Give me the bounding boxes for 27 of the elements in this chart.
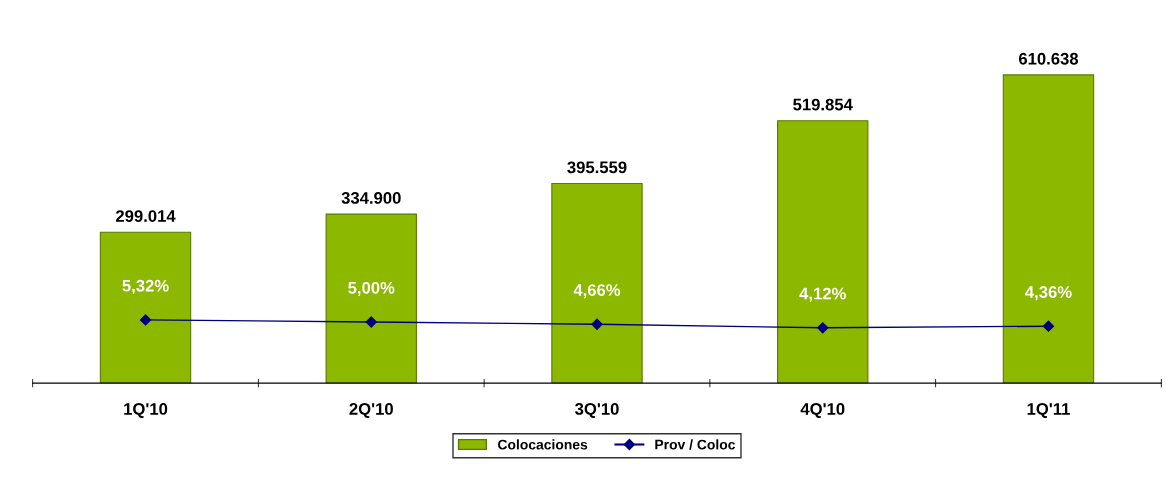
point — [817, 322, 829, 334]
bar — [325, 213, 417, 384]
data-label: 4,12% — [799, 287, 846, 302]
x-tick-label: 1Q'11 — [1027, 403, 1070, 418]
data-label: 4,36% — [1025, 286, 1072, 301]
point — [365, 316, 377, 328]
data-label: 334.900 — [341, 192, 401, 204]
data-label: 299.014 — [115, 210, 176, 222]
point — [1042, 320, 1055, 332]
data-label: 519.854 — [793, 98, 853, 111]
data-label: 4,66% — [573, 284, 621, 299]
data-label: 610.638 — [1018, 52, 1079, 65]
point — [139, 314, 152, 326]
x-tick-label: 1Q'10 — [124, 403, 168, 418]
data-label: 5,32% — [122, 279, 169, 295]
bar — [777, 120, 869, 384]
legend-label: Prov / Coloc — [655, 439, 736, 450]
point — [591, 318, 603, 330]
data-label: 395.559 — [567, 161, 627, 174]
data-label: 5,00% — [348, 281, 395, 297]
x-tick-label: 4Q'10 — [800, 403, 845, 418]
x-tick-label: 3Q'10 — [575, 403, 619, 418]
legend-label: Colocaciones — [498, 439, 588, 450]
bar — [99, 231, 192, 384]
x-tick-label: 2Q'10 — [349, 403, 393, 418]
bar — [551, 182, 643, 384]
bar — [1002, 74, 1095, 384]
